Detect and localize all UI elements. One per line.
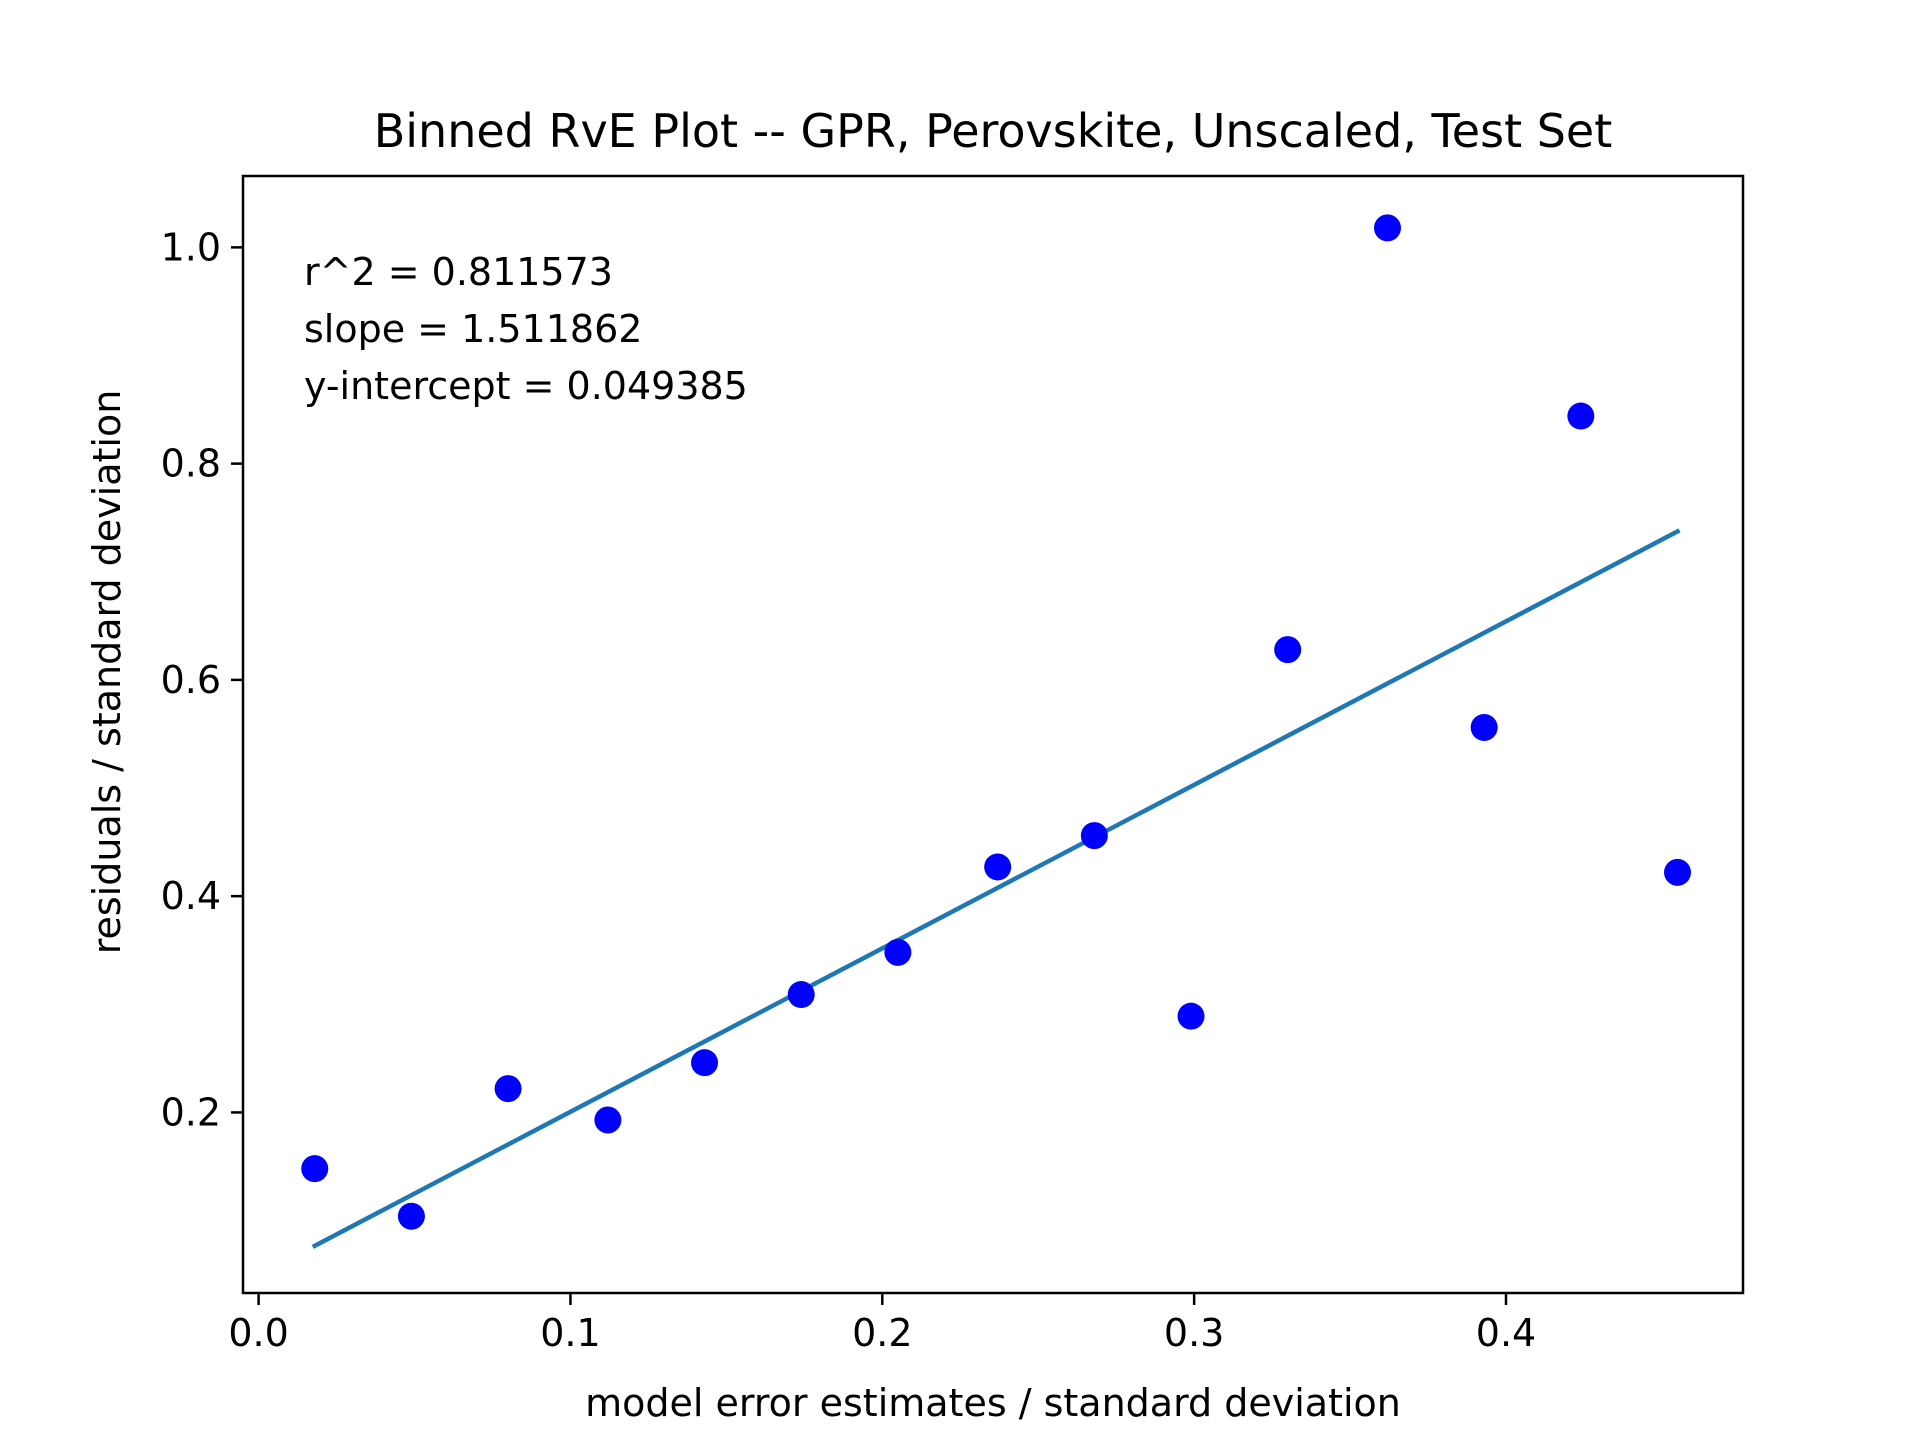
annotation-text: r^2 = 0.811573 (304, 250, 613, 294)
y-tick-label: 0.6 (161, 658, 221, 702)
data-point (1470, 713, 1498, 741)
data-point (1567, 402, 1595, 430)
data-point (1274, 636, 1302, 664)
x-tick-label: 0.3 (1164, 1311, 1224, 1355)
x-axis-label: model error estimates / standard deviati… (585, 1381, 1401, 1425)
data-point (691, 1049, 719, 1077)
y-tick-label: 0.8 (161, 442, 221, 486)
y-tick-label: 1.0 (161, 225, 221, 269)
y-axis-label: residuals / standard deviation (85, 390, 129, 955)
x-tick-label: 0.1 (540, 1311, 600, 1355)
stats-annotations: r^2 = 0.811573 slope = 1.511862 y-intercep… (304, 250, 748, 408)
x-tick-label: 0.0 (228, 1311, 288, 1355)
data-point (1664, 858, 1692, 886)
y-axis: 0.2 0.4 0.6 0.8 1.0 (161, 225, 243, 1134)
data-point (494, 1075, 522, 1103)
data-point (1177, 1002, 1205, 1030)
data-point (787, 981, 815, 1009)
data-point (1080, 822, 1108, 850)
data-point (884, 938, 912, 966)
data-points-layer (301, 214, 1692, 1230)
data-point (984, 853, 1012, 881)
chart-title: Binned RvE Plot -- GPR, Perovskite, Unsc… (374, 104, 1613, 158)
annotation-text: y-intercept = 0.049385 (304, 364, 748, 408)
x-tick-label: 0.2 (852, 1311, 912, 1355)
data-point (397, 1202, 425, 1230)
data-point (594, 1106, 622, 1134)
x-tick-label: 0.4 (1476, 1311, 1536, 1355)
y-tick-label: 0.4 (161, 874, 221, 918)
fit-line (311, 528, 1681, 1249)
data-point (301, 1155, 329, 1183)
data-point (1373, 214, 1401, 242)
plot-frame (241, 174, 1745, 1295)
x-axis: 0.0 0.1 0.2 0.3 0.4 (228, 1293, 1536, 1355)
fit-line-layer (311, 528, 1681, 1249)
annotation-text: slope = 1.511862 (304, 307, 642, 351)
y-tick-label: 0.2 (161, 1090, 221, 1134)
